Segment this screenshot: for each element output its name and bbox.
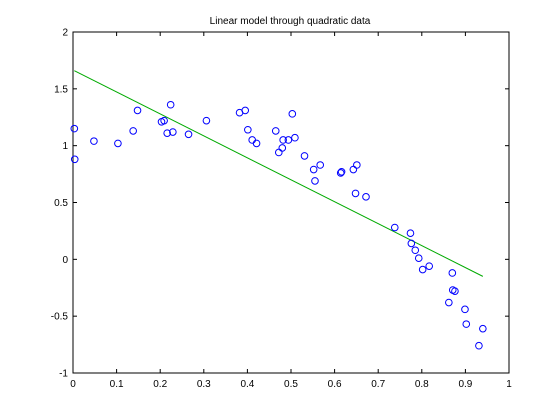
y-axis: -1 -0.5 0 0.5 1 1.5 2 [51, 28, 509, 380]
data-point [184, 130, 193, 139]
data-point [451, 287, 459, 295]
data-point [406, 229, 415, 237]
data-point [248, 136, 256, 144]
data-point [278, 144, 287, 152]
data-point [160, 116, 168, 125]
data-point [445, 298, 453, 307]
y-tick-label: 0 [62, 255, 68, 266]
x-tick-label: 0.8 [415, 379, 429, 390]
x-tick-label: 0.4 [240, 379, 254, 390]
data-point [390, 223, 399, 232]
x-tick-label: 0.6 [328, 379, 342, 390]
data-point [411, 246, 420, 255]
y-tick-label: -1 [59, 369, 68, 380]
data-point [279, 136, 287, 144]
fit-line-layer [74, 70, 484, 277]
data-point [448, 269, 457, 277]
y-tick-label: 1.5 [54, 84, 68, 95]
data-point [479, 324, 487, 333]
data-point [166, 100, 175, 109]
data-point [337, 168, 346, 176]
data-point [288, 110, 297, 118]
data-point [274, 148, 283, 157]
data-point [418, 265, 427, 274]
data-point [425, 262, 434, 270]
data-point [316, 161, 325, 169]
data-point [70, 124, 79, 133]
data-point [133, 106, 142, 115]
x-tick-label: 0.7 [371, 379, 385, 390]
data-point [244, 125, 252, 134]
data-point [353, 161, 361, 169]
data-point [90, 137, 98, 145]
x-tick-label: 0.3 [197, 379, 211, 390]
data-point [241, 106, 250, 115]
data-point [309, 165, 318, 174]
linear-fit-line [74, 70, 484, 277]
data-point [284, 136, 293, 144]
chart-title: Linear model through quadratic data [210, 16, 371, 27]
data-point [70, 155, 79, 164]
x-tick-label: 0 [70, 379, 76, 390]
data-point [129, 127, 137, 135]
x-tick-label: 1 [506, 379, 512, 390]
y-tick-label: -0.5 [51, 312, 69, 323]
data-point [114, 139, 122, 148]
data-point [169, 128, 177, 136]
data-point [351, 189, 360, 198]
data-point [311, 177, 319, 185]
data-point [475, 341, 483, 350]
y-tick-label: 2 [62, 28, 68, 39]
data-points-layer [70, 100, 487, 350]
data-point [291, 133, 299, 142]
plot-area-frame [72, 31, 510, 374]
data-point [461, 305, 469, 314]
y-tick-label: 0.5 [54, 198, 68, 209]
data-point [336, 169, 345, 177]
data-point [202, 116, 211, 125]
x-tick-label: 0.2 [153, 379, 167, 390]
x-axis: 0 0.1 0.2 0.3 0.4 0.5 0.6 0.7 0.8 0.9 1 [70, 32, 512, 390]
data-point [252, 139, 261, 148]
data-point [414, 254, 423, 262]
y-tick-label: 1 [62, 141, 68, 152]
data-point [462, 320, 471, 328]
x-tick-label: 0.1 [110, 379, 124, 390]
data-point [407, 239, 416, 248]
data-point [362, 193, 370, 201]
x-tick-label: 0.9 [458, 379, 472, 390]
data-point [163, 129, 171, 137]
data-point [300, 152, 309, 160]
x-tick-label: 0.5 [284, 379, 298, 390]
data-point [271, 127, 280, 135]
data-point [349, 165, 358, 174]
